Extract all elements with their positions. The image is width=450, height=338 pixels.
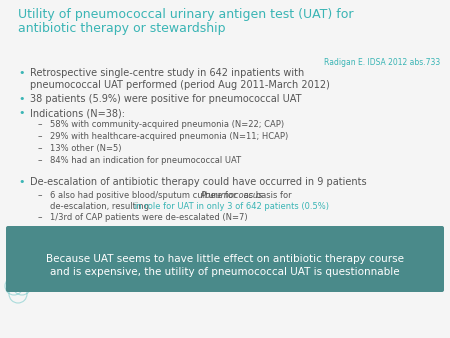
Text: –: –	[38, 120, 42, 129]
Text: Because UAT seems to have little effect on antibiotic therapy course: Because UAT seems to have little effect …	[46, 254, 404, 264]
FancyBboxPatch shape	[6, 226, 444, 292]
Text: 1/3rd of CAP patients were de-escalated (N=7): 1/3rd of CAP patients were de-escalated …	[50, 213, 248, 222]
Text: 84% had an indication for pneumococcal UAT: 84% had an indication for pneumococcal U…	[50, 156, 241, 165]
Text: as basis for: as basis for	[241, 191, 292, 200]
Text: Pneumococcus: Pneumococcus	[201, 191, 263, 200]
Text: –: –	[38, 132, 42, 141]
Text: 58% with community-acquired pneumonia (N=22; CAP): 58% with community-acquired pneumonia (N…	[50, 120, 284, 129]
Text: Radigan E. IDSA 2012 abs.733: Radigan E. IDSA 2012 abs.733	[324, 58, 440, 67]
Text: Utility of pneumococcal urinary antigen test (UAT) for: Utility of pneumococcal urinary antigen …	[18, 8, 354, 21]
Text: in role for UAT in only 3 of 642 patients (0.5%): in role for UAT in only 3 of 642 patient…	[134, 202, 329, 211]
Text: –: –	[38, 156, 42, 165]
Text: •: •	[18, 94, 24, 104]
Text: •: •	[18, 108, 24, 118]
Text: –: –	[38, 144, 42, 153]
Text: antibiotic therapy or stewardship: antibiotic therapy or stewardship	[18, 22, 225, 35]
Text: and is expensive, the utility of pneumococcal UAT is questionnable: and is expensive, the utility of pneumoc…	[50, 267, 400, 277]
Text: 29% with healthcare-acquired pneumonia (N=11; HCAP): 29% with healthcare-acquired pneumonia (…	[50, 132, 288, 141]
Text: pneumococcal UAT performed (period Aug 2011-March 2012): pneumococcal UAT performed (period Aug 2…	[30, 80, 330, 90]
Text: de-escalation, resulting: de-escalation, resulting	[50, 202, 152, 211]
Text: 6 also had positive blood/sputum culture for: 6 also had positive blood/sputum culture…	[50, 191, 239, 200]
Text: •: •	[18, 177, 24, 187]
Text: 38 patients (5.9%) were positive for pneumococcal UAT: 38 patients (5.9%) were positive for pne…	[30, 94, 301, 104]
Text: •: •	[18, 68, 24, 78]
Text: 13% other (N=5): 13% other (N=5)	[50, 144, 122, 153]
Text: De-escalation of antibiotic therapy could have occurred in 9 patients: De-escalation of antibiotic therapy coul…	[30, 177, 367, 187]
Text: Retrospective single-centre study in 642 inpatients with: Retrospective single-centre study in 642…	[30, 68, 304, 78]
Text: –: –	[38, 191, 42, 200]
Text: Indications (N=38):: Indications (N=38):	[30, 108, 125, 118]
Text: –: –	[38, 213, 42, 222]
